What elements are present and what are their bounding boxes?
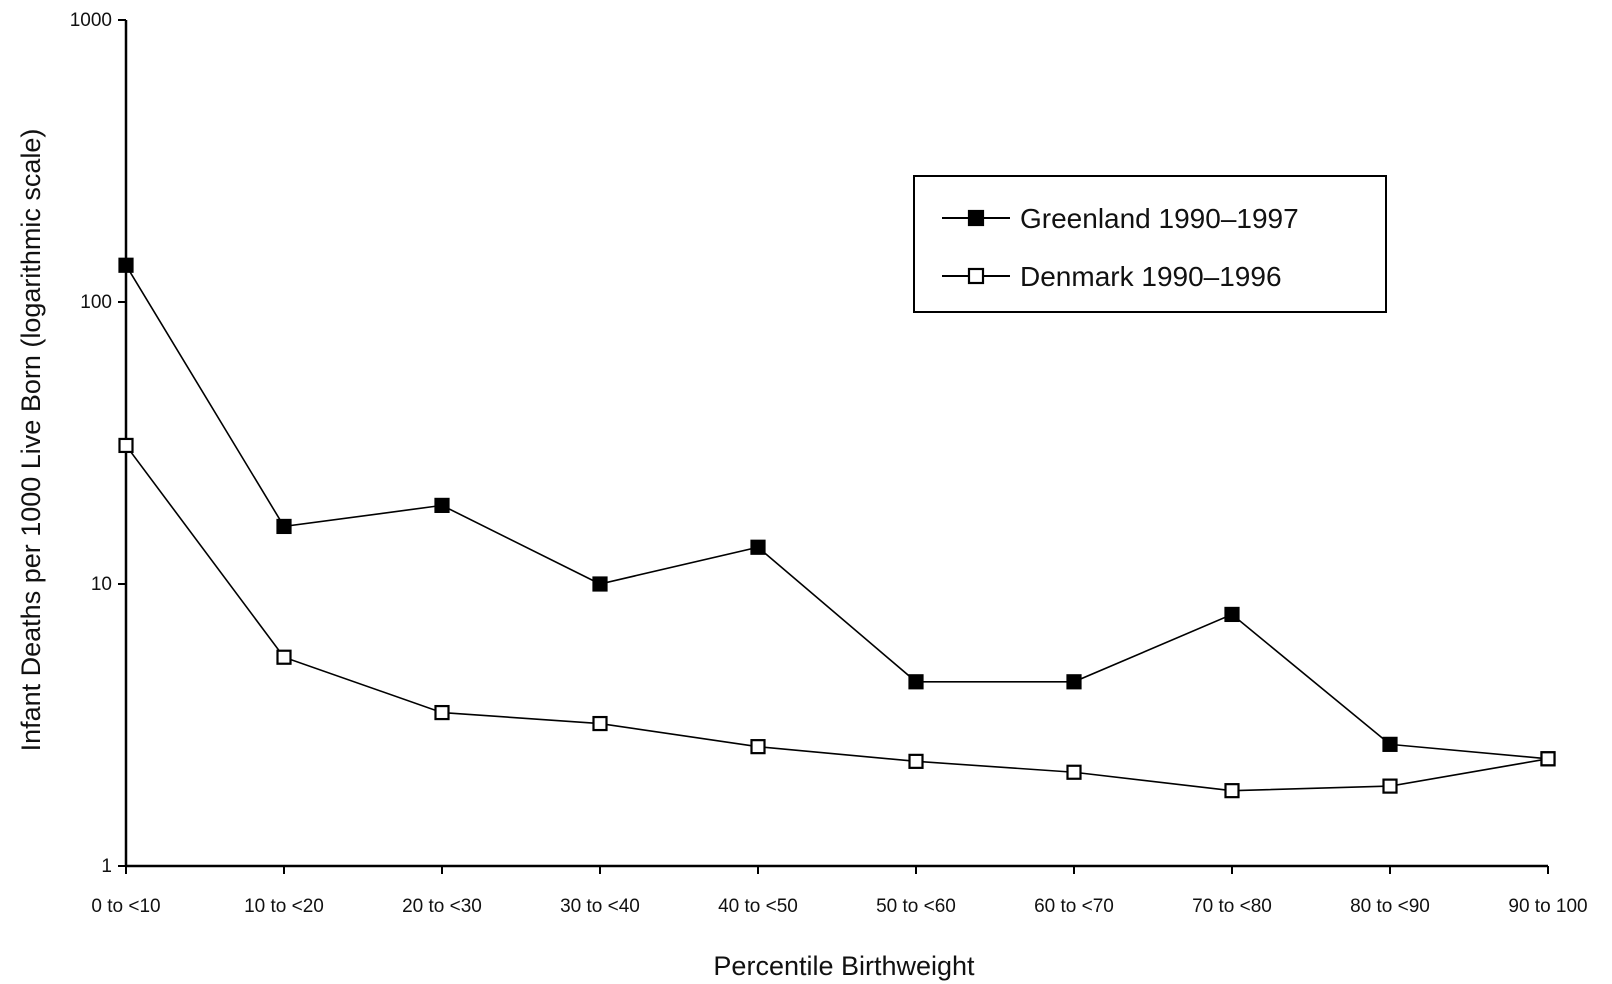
x-tick-label: 30 to <40 (560, 896, 640, 917)
x-tick-label: 40 to <50 (718, 896, 798, 917)
data-point (592, 715, 608, 732)
y-axis-title: Infant Deaths per 1000 Live Born (logari… (16, 129, 46, 752)
data-point (592, 576, 608, 592)
x-tick-label: 20 to <30 (402, 896, 482, 917)
legend-marker (967, 209, 985, 227)
axes (124, 20, 1548, 868)
y-tick-label: 1 (101, 856, 112, 877)
x-tick-label: 90 to 100 (1508, 896, 1587, 917)
series-denmark (118, 437, 1556, 799)
legend-item: Greenland 1990–1997 (942, 203, 1299, 234)
x-axis-title: Percentile Birthweight (713, 951, 975, 981)
x-tick-label: 80 to <90 (1350, 896, 1430, 917)
series-line (125, 264, 1549, 760)
data-point (750, 539, 766, 555)
series-lines (118, 257, 1556, 799)
data-point (1224, 783, 1240, 799)
x-tick-label: 50 to <60 (876, 896, 956, 917)
data-point (908, 674, 924, 690)
data-point (1382, 736, 1398, 752)
x-ticks: 0 to <10 10 to <20 20 to <30 30 to <40 40 to… (91, 866, 1588, 917)
x-tick-label: 10 to <20 (244, 896, 324, 917)
series-greenland (118, 257, 1556, 767)
legend-marker (967, 267, 985, 285)
x-tick-label: 0 to <10 (91, 896, 160, 917)
y-tick-label: 10 (91, 574, 112, 595)
legend-label: Denmark 1990–1996 (1020, 261, 1282, 292)
data-point (1066, 674, 1082, 690)
data-point (750, 739, 766, 755)
legend: Greenland 1990–1997 Denmark 1990–1996 (913, 175, 1387, 313)
data-point (276, 649, 292, 665)
legend-item: Denmark 1990–1996 (942, 261, 1282, 292)
data-point (434, 704, 450, 721)
data-point (276, 518, 292, 535)
data-point (1066, 764, 1082, 780)
data-point (434, 497, 450, 513)
data-point (118, 437, 134, 454)
legend-label: Greenland 1990–1997 (1020, 203, 1299, 234)
x-tick-label: 60 to <70 (1034, 896, 1114, 917)
x-tick-label: 70 to <80 (1192, 896, 1272, 917)
series-line (125, 444, 1549, 792)
data-point (118, 257, 134, 273)
data-point (1540, 751, 1556, 767)
data-point (1224, 606, 1240, 623)
y-ticks: 1 10 100 1000 (70, 10, 126, 877)
data-point (908, 753, 924, 769)
y-tick-label: 1000 (70, 10, 112, 31)
legend-box (913, 175, 1387, 313)
data-point (1382, 778, 1398, 794)
y-tick-label: 100 (80, 292, 112, 313)
